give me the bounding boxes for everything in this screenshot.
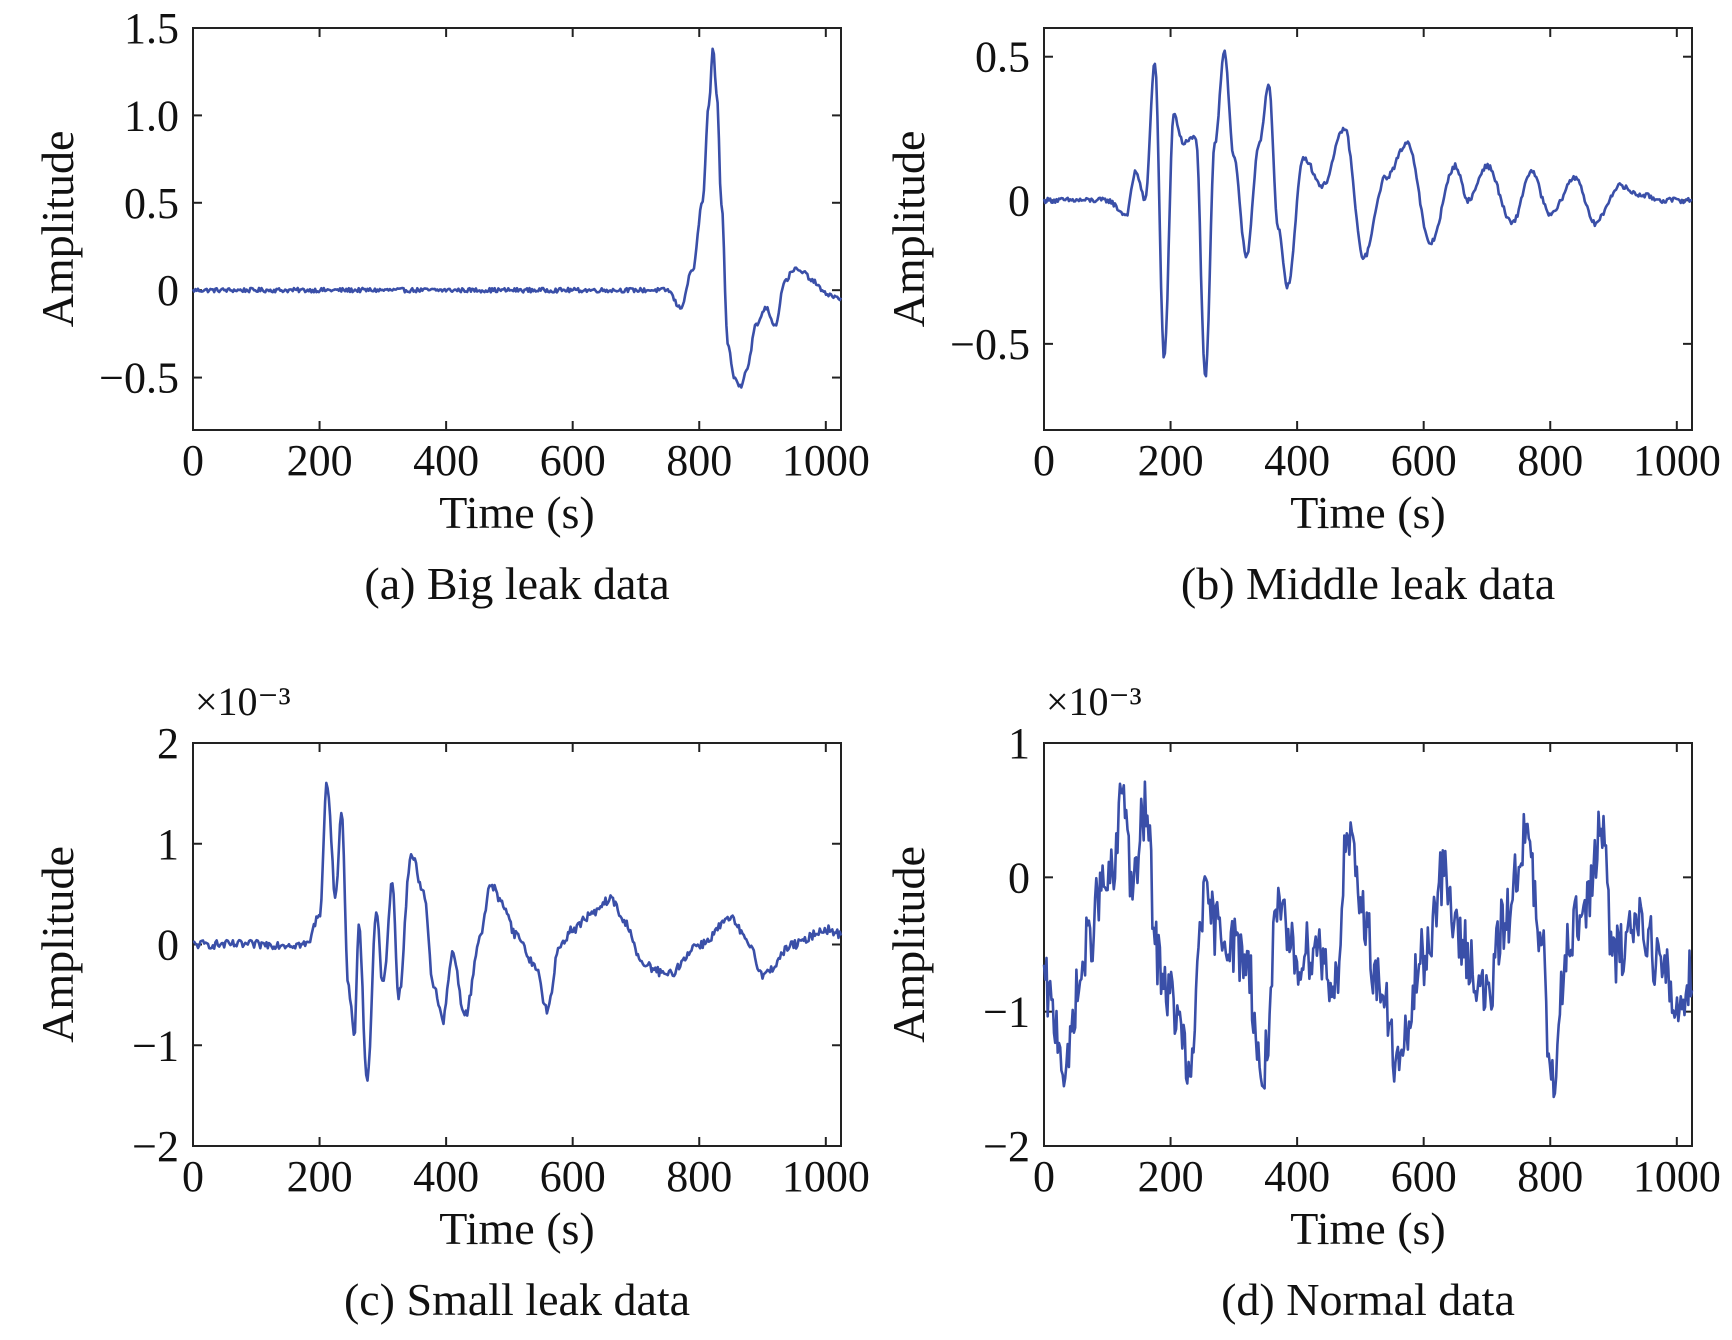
- x-tick-label: 800: [1517, 1152, 1583, 1201]
- y-tick-label: −2: [132, 1122, 179, 1171]
- plot-frame: [1043, 27, 1693, 431]
- panel-caption: (c) Small leak data: [344, 1274, 690, 1325]
- panel-caption: (a) Big leak data: [364, 558, 669, 609]
- y-tick-label: −1: [983, 988, 1030, 1037]
- x-tick-label: 200: [287, 436, 353, 485]
- x-tick-label: 0: [1033, 436, 1055, 485]
- x-tick-label: 0: [182, 436, 204, 485]
- plot-frame: [192, 27, 842, 431]
- y-tick-label: 0.5: [975, 33, 1030, 82]
- x-tick-label: 400: [413, 436, 479, 485]
- y-exponent-label: ×10⁻³: [195, 679, 291, 724]
- y-tick-label: −2: [983, 1122, 1030, 1171]
- x-tick-label: 0: [182, 1152, 204, 1201]
- x-tick-label: 400: [1264, 1152, 1330, 1201]
- x-tick-label: 600: [1391, 436, 1457, 485]
- x-axis-label: Time (s): [439, 487, 595, 538]
- x-tick-label: 200: [1138, 1152, 1204, 1201]
- y-tick-label: 0: [157, 921, 179, 970]
- x-tick-label: 200: [287, 1152, 353, 1201]
- y-tick-label: 1: [157, 820, 179, 869]
- chart-panel-4: 0 200 400 600 800 1000 −2 −1 0 1 ×10⁻³ Time (s) Ampl…: [883, 679, 1721, 1325]
- y-axis-label: Amplitude: [32, 846, 83, 1043]
- x-tick-label: 800: [666, 1152, 732, 1201]
- x-tick-label: 1000: [1633, 436, 1721, 485]
- x-tick-label: 1000: [782, 436, 870, 485]
- y-tick-label: 0: [1008, 853, 1030, 902]
- x-axis-label: Time (s): [1290, 487, 1446, 538]
- x-tick-label: 600: [540, 1152, 606, 1201]
- y-tick-label: −0.5: [99, 354, 179, 403]
- x-tick-label: 600: [540, 436, 606, 485]
- y-axis-label: Amplitude: [883, 846, 934, 1043]
- y-tick-label: 1.0: [124, 91, 179, 140]
- y-axis-label: Amplitude: [32, 131, 83, 328]
- x-tick-label: 0: [1033, 1152, 1055, 1201]
- series-line: [1042, 49, 1693, 378]
- series-line: [1042, 780, 1694, 1099]
- series-line: [192, 781, 843, 1082]
- x-axis-label: Time (s): [1290, 1203, 1446, 1254]
- y-tick-label: 0: [1008, 176, 1030, 225]
- panel-caption: (d) Normal data: [1221, 1274, 1515, 1325]
- x-tick-label: 800: [666, 436, 732, 485]
- y-tick-label: −0.5: [950, 320, 1030, 369]
- y-axis-label: Amplitude: [883, 131, 934, 328]
- y-tick-label: 1.5: [124, 4, 179, 53]
- y-tick-label: 0: [157, 266, 179, 315]
- y-tick-label: −1: [132, 1021, 179, 1070]
- x-tick-label: 600: [1391, 1152, 1457, 1201]
- plot-frame: [1043, 742, 1693, 1147]
- panel-caption: (b) Middle leak data: [1181, 558, 1555, 609]
- y-tick-label: 2: [157, 719, 179, 768]
- x-tick-label: 1000: [1633, 1152, 1721, 1201]
- x-tick-label: 200: [1138, 436, 1204, 485]
- y-exponent-label: ×10⁻³: [1046, 679, 1142, 724]
- chart-panel-2: 0 200 400 600 800 1000 −0.5 0 0.5 Time (s) Amplitu…: [883, 27, 1721, 609]
- x-axis-label: Time (s): [439, 1203, 595, 1254]
- x-tick-label: 400: [1264, 436, 1330, 485]
- x-tick-label: 1000: [782, 1152, 870, 1201]
- series-line: [191, 47, 843, 389]
- y-tick-label: 0.5: [124, 179, 179, 228]
- x-tick-label: 400: [413, 1152, 479, 1201]
- x-tick-label: 800: [1517, 436, 1583, 485]
- y-tick-label: 1: [1008, 719, 1030, 768]
